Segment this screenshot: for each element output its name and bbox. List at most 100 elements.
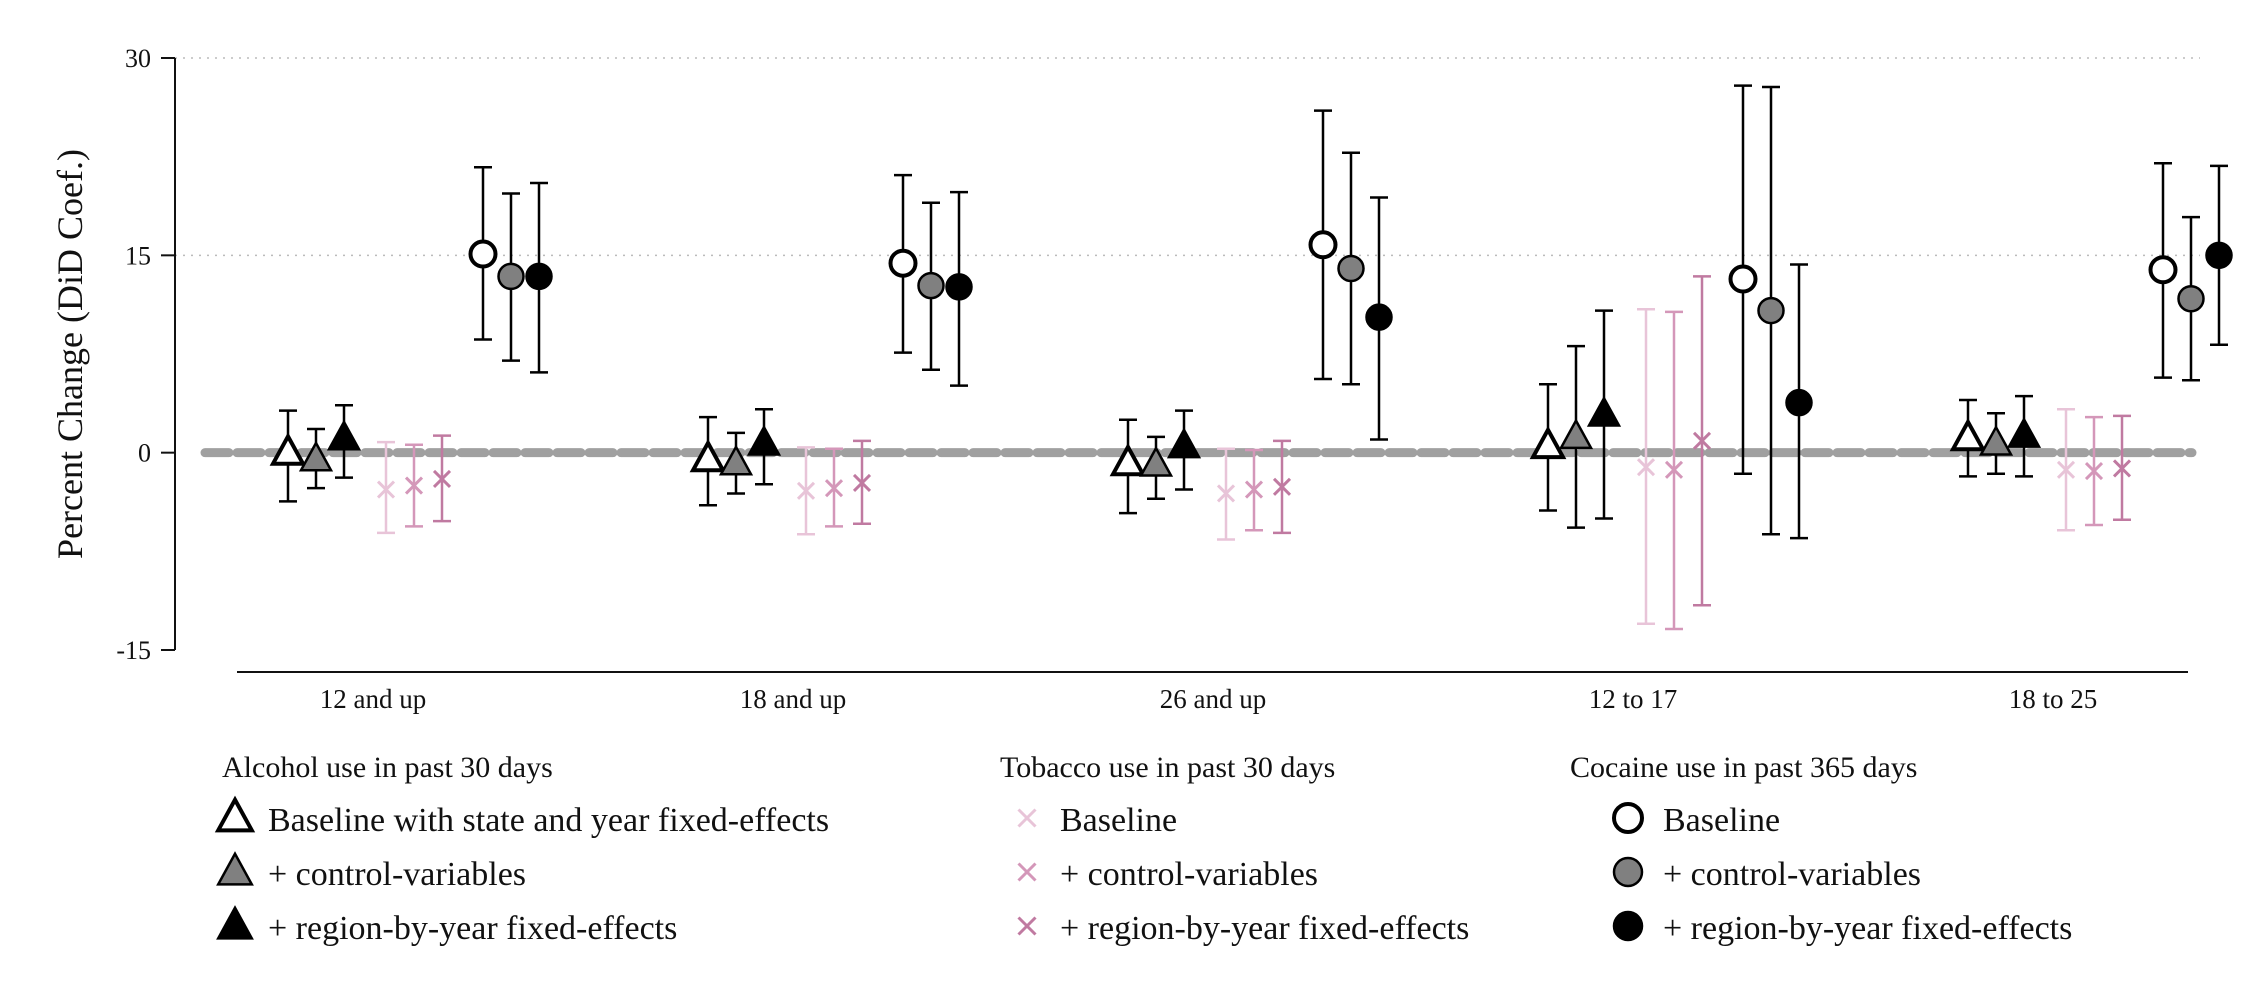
- x-tick-label-18-to-25: 18 to 25: [2009, 684, 2098, 714]
- legend-label-alcohol-1: Baseline with state and year fixed-effec…: [268, 802, 829, 839]
- point-tobacco-region-by-year-fixed-effects-12-to-17: [1692, 431, 1712, 450]
- x-tick-label-26-and-up: 26 and up: [1160, 684, 1266, 714]
- point-alcohol-baseline-with-state-and-year-f-12-and-up: [269, 432, 307, 466]
- point-cocaine-region-by-year-fixed-effects-18-and-up: [945, 273, 973, 301]
- point-cocaine-control-variables-26-and-up: [1337, 254, 1365, 283]
- point-cocaine-region-by-year-fixed-effects-12-to-17: [1785, 388, 1813, 417]
- point-cocaine-control-variables-12-to-17: [1757, 296, 1785, 325]
- legend: Alcohol use in past 30 days Baseline with…: [214, 751, 2072, 947]
- point-cocaine-baseline-18-and-up: [888, 248, 918, 278]
- point-tobacco-control-variables-26-and-up-stroke-b: [1244, 480, 1264, 499]
- legend-label-tobacco-2: + control-variables: [1060, 856, 1318, 893]
- point-tobacco-region-by-year-fixed-effects-18-and-up: [852, 473, 872, 492]
- point-tobacco-control-variables-18-to-25-stroke-b: [2084, 462, 2104, 481]
- grid-layer: [175, 57, 2200, 257]
- legend-marker-tobacco-2: [1017, 862, 1037, 882]
- point-tobacco-baseline-18-and-up-stroke-b: [796, 481, 816, 500]
- x-tick-label-12-to-17: 12 to 17: [1589, 684, 1678, 714]
- error-bar-layer: [279, 84, 2228, 631]
- y-axis-title: Percent Change (DiD Coef.): [50, 149, 90, 559]
- y-tick-label-0: 0: [138, 439, 151, 468]
- point-tobacco-control-variables-18-and-up-stroke-b: [824, 479, 844, 498]
- point-cocaine-control-variables-12-and-up: [497, 262, 525, 291]
- point-tobacco-region-by-year-fixed-effects-12-and-up-stroke-b: [432, 469, 452, 489]
- point-tobacco-baseline-12-and-up: [376, 480, 396, 499]
- legend-marker-tobacco-2-stroke-b: [1017, 862, 1037, 882]
- point-alcohol-baseline-with-state-and-year-f-26-and-up: [1109, 442, 1147, 477]
- point-tobacco-region-by-year-fixed-effects-26-and-up-stroke-b: [1272, 477, 1292, 496]
- point-cocaine-control-variables-18-and-up: [917, 271, 945, 300]
- legend-marker-tobacco-3-stroke-b: [1017, 916, 1037, 936]
- point-cocaine-region-by-year-fixed-effects-12-and-up: [525, 262, 553, 291]
- legend-label-cocaine-3: + region-by-year fixed-effects: [1663, 910, 2072, 947]
- y-tick-label-15: 15: [125, 241, 151, 270]
- point-tobacco-control-variables-12-and-up: [404, 476, 424, 495]
- point-alcohol-baseline-with-state-and-year-f-18-to-25: [1949, 417, 1987, 452]
- legend-marker-tobacco-1-stroke-b: [1017, 808, 1037, 828]
- legend-label-alcohol-2: + control-variables: [268, 856, 526, 893]
- point-alcohol-region-by-year-fixed-effects-12-to-17: [1586, 395, 1622, 427]
- legend-marker-cocaine-2: [1612, 856, 1644, 888]
- point-tobacco-control-variables-12-to-17: [1664, 460, 1684, 479]
- point-alcohol-baseline-with-state-and-year-f-12-to-17: [1529, 425, 1567, 460]
- point-tobacco-region-by-year-fixed-effects-18-to-25-stroke-b: [2112, 459, 2132, 478]
- legend-group-title-cocaine: Cocaine use in past 365 days: [1570, 751, 1917, 784]
- point-alcohol-control-variables-26-and-up: [1138, 445, 1174, 477]
- legend-label-cocaine-2: + control-variables: [1663, 856, 1921, 893]
- legend-marker-cocaine-3: [1612, 910, 1644, 942]
- point-cocaine-region-by-year-fixed-effects-18-to-25: [2205, 241, 2233, 270]
- point-alcohol-region-by-year-fixed-effects-12-and-up: [326, 419, 362, 451]
- point-tobacco-baseline-18-to-25-stroke-b: [2056, 460, 2076, 479]
- point-tobacco-baseline-26-and-up-stroke-b: [1216, 484, 1236, 503]
- legend-marker-tobacco-1: [1017, 808, 1037, 828]
- point-tobacco-control-variables-18-and-up: [824, 479, 844, 498]
- point-alcohol-region-by-year-fixed-effects-18-and-up: [746, 424, 782, 456]
- point-cocaine-region-by-year-fixed-effects-26-and-up: [1365, 303, 1393, 331]
- legend-marker-alcohol-3: [216, 905, 254, 940]
- point-tobacco-baseline-26-and-up: [1216, 484, 1236, 503]
- point-alcohol-control-variables-12-to-17: [1558, 418, 1594, 450]
- legend-label-cocaine-1: Baseline: [1663, 802, 1780, 839]
- legend-marker-tobacco-3: [1017, 916, 1037, 936]
- point-alcohol-region-by-year-fixed-effects-18-to-25: [2006, 416, 2042, 448]
- legend-marker-cocaine-1: [1612, 802, 1644, 834]
- point-tobacco-baseline-12-and-up-stroke-b: [376, 480, 396, 499]
- y-tick-label--15: -15: [116, 636, 151, 665]
- point-tobacco-control-variables-26-and-up: [1244, 480, 1264, 499]
- point-alcohol-baseline-with-state-and-year-f-18-and-up: [689, 438, 727, 473]
- legend-marker-alcohol-1: [214, 795, 256, 833]
- point-alcohol-control-variables-12-and-up: [298, 440, 334, 472]
- point-cocaine-baseline-12-to-17: [1728, 264, 1758, 294]
- legend-label-alcohol-3: + region-by-year fixed-effects: [268, 910, 677, 947]
- point-tobacco-control-variables-12-to-17-stroke-b: [1664, 460, 1684, 479]
- legend-group-title-tobacco: Tobacco use in past 30 days: [1000, 751, 1335, 784]
- legend-label-tobacco-1: Baseline: [1060, 802, 1177, 839]
- point-alcohol-control-variables-18-to-25: [1978, 424, 2014, 456]
- point-alcohol-region-by-year-fixed-effects-26-and-up: [1166, 427, 1202, 459]
- point-tobacco-baseline-18-to-25: [2056, 460, 2076, 479]
- marker-layer: [269, 230, 2233, 503]
- point-alcohol-control-variables-18-and-up: [718, 444, 754, 476]
- legend-marker-alcohol-2: [216, 851, 254, 886]
- point-tobacco-control-variables-18-to-25: [2084, 462, 2104, 481]
- point-tobacco-region-by-year-fixed-effects-12-to-17-stroke-b: [1692, 431, 1712, 450]
- point-cocaine-baseline-18-to-25: [2148, 255, 2178, 285]
- x-tick-label-18-and-up: 18 and up: [740, 684, 846, 714]
- point-tobacco-region-by-year-fixed-effects-18-and-up-stroke-b: [852, 473, 872, 492]
- x-tick-label-12-and-up: 12 and up: [320, 684, 426, 714]
- point-tobacco-region-by-year-fixed-effects-12-and-up: [432, 469, 452, 489]
- point-tobacco-baseline-12-to-17: [1636, 458, 1656, 477]
- point-tobacco-baseline-18-and-up: [796, 481, 816, 500]
- legend-label-tobacco-3: + region-by-year fixed-effects: [1060, 910, 1469, 947]
- point-tobacco-region-by-year-fixed-effects-26-and-up: [1272, 477, 1292, 496]
- legend-group-title-alcohol: Alcohol use in past 30 days: [222, 751, 553, 784]
- point-tobacco-control-variables-12-and-up-stroke-b: [404, 476, 424, 495]
- point-cocaine-control-variables-18-to-25: [2177, 284, 2205, 313]
- point-tobacco-region-by-year-fixed-effects-18-to-25: [2112, 459, 2132, 478]
- axis-layer: -15 0 15 30 Percent Change (DiD Coef.) 12 and…: [50, 44, 2188, 714]
- point-tobacco-baseline-12-to-17-stroke-b: [1636, 458, 1656, 477]
- point-cocaine-baseline-12-and-up: [468, 239, 498, 269]
- y-tick-label-30: 30: [125, 44, 151, 73]
- point-cocaine-baseline-26-and-up: [1308, 230, 1338, 260]
